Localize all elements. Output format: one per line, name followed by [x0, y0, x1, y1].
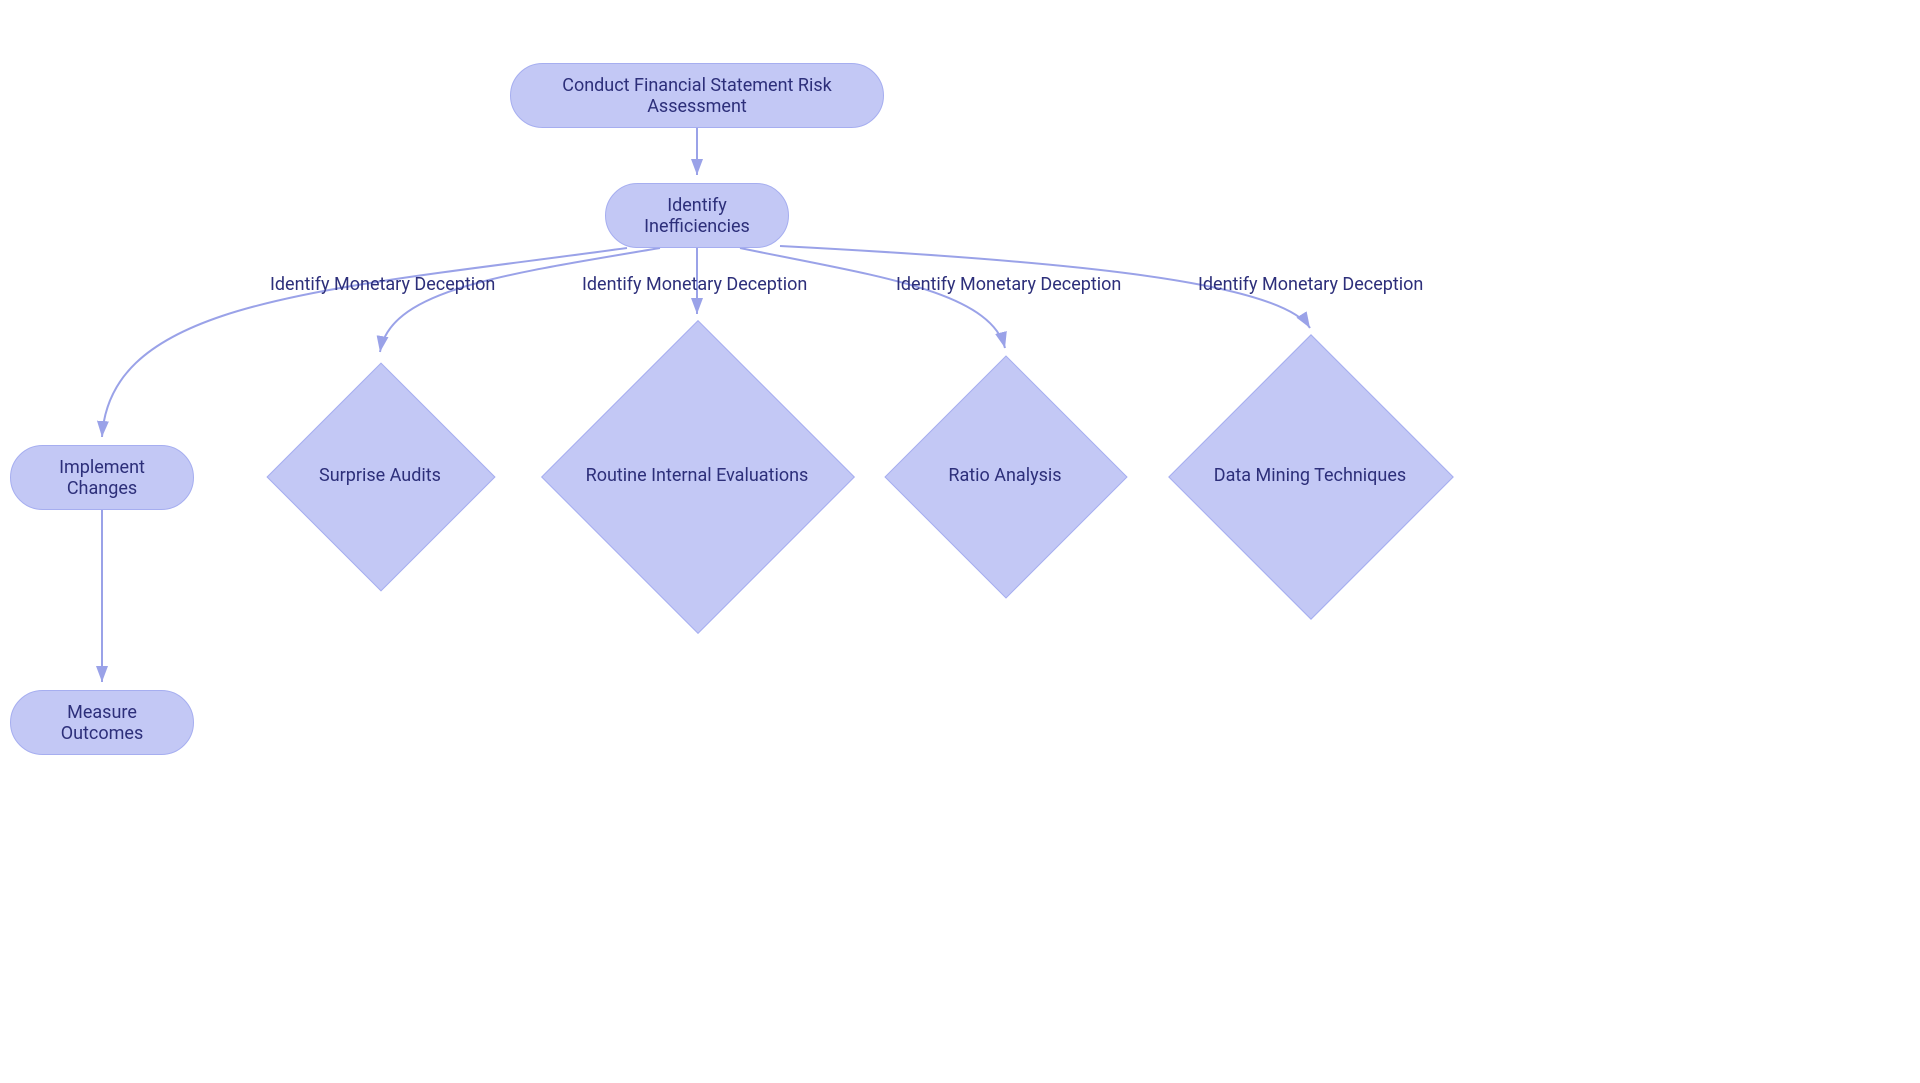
node-label: Identify Inefficiencies	[634, 195, 760, 237]
node-measure-outcomes: Measure Outcomes	[10, 690, 194, 755]
node-label: Conduct Financial Statement Risk Assessm…	[539, 75, 855, 117]
node-label: Implement Changes	[39, 457, 165, 499]
node-label: Data Mining Techniques	[1169, 335, 1452, 618]
node-routine-internal-evaluations: Routine Internal Evaluations	[541, 320, 852, 631]
node-ratio-analysis: Ratio Analysis	[885, 356, 1125, 596]
node-surprise-audits: Surprise Audits	[267, 363, 493, 589]
node-data-mining-techniques: Data Mining Techniques	[1169, 335, 1452, 618]
flowchart-canvas: Conduct Financial Statement Risk Assessm…	[0, 0, 1920, 1083]
node-risk-assessment: Conduct Financial Statement Risk Assessm…	[510, 63, 884, 128]
node-label: Ratio Analysis	[885, 356, 1125, 596]
edge-label: Identify Monetary Deception	[270, 274, 495, 295]
edge-label: Identify Monetary Deception	[1198, 274, 1423, 295]
edge-label: Identify Monetary Deception	[896, 274, 1121, 295]
node-label: Routine Internal Evaluations	[541, 320, 852, 631]
edge-label: Identify Monetary Deception	[582, 274, 807, 295]
node-label: Measure Outcomes	[39, 702, 165, 744]
node-label: Surprise Audits	[267, 363, 493, 589]
node-identify-inefficiencies: Identify Inefficiencies	[605, 183, 789, 248]
node-implement-changes: Implement Changes	[10, 445, 194, 510]
